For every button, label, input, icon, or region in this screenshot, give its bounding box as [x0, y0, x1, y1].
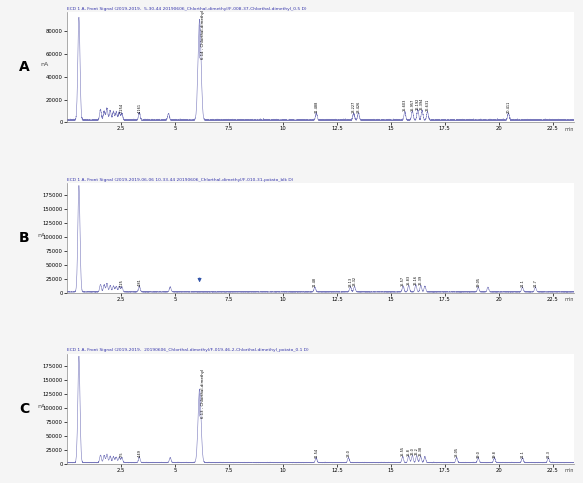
- Text: 22.3: 22.3: [546, 450, 550, 457]
- Text: min: min: [565, 298, 574, 302]
- Text: 11.54: 11.54: [314, 447, 318, 457]
- Text: 13.32: 13.32: [353, 276, 357, 286]
- Text: 19.05: 19.05: [476, 277, 480, 287]
- Text: 13.0: 13.0: [346, 449, 350, 457]
- Text: 15.55: 15.55: [401, 446, 405, 456]
- Text: 4.81: 4.81: [138, 278, 141, 286]
- Text: min: min: [565, 468, 574, 473]
- Text: 15.8: 15.8: [407, 448, 410, 455]
- Text: 13.13: 13.13: [349, 276, 353, 286]
- Text: 19.0: 19.0: [476, 450, 480, 457]
- Text: ECD 1 A, Front Signal (2019-2019-06-06 10-33-44 20190606_Chlorthal-dimethyl/F-01: ECD 1 A, Front Signal (2019-2019-06-06 1…: [67, 178, 293, 182]
- Text: 16.38: 16.38: [419, 446, 423, 456]
- Text: 16.394: 16.394: [420, 98, 424, 110]
- Text: 7.254: 7.254: [120, 103, 124, 113]
- Text: 18.05: 18.05: [455, 447, 459, 457]
- Text: 15.57: 15.57: [401, 276, 405, 285]
- Text: 15.957: 15.957: [410, 99, 415, 111]
- Text: 13.227: 13.227: [352, 101, 356, 113]
- Text: 16.631: 16.631: [426, 99, 430, 112]
- Text: 11.488: 11.488: [314, 101, 318, 113]
- Text: 4.49: 4.49: [138, 449, 141, 457]
- Text: 16.16: 16.16: [414, 274, 418, 284]
- Text: 16.0: 16.0: [410, 447, 415, 455]
- Text: ECD 1 A, Front Signal (2019-2019-  20190606_Chlorthal-dimethyl/F-019-46-2-Chlort: ECD 1 A, Front Signal (2019-2019- 201906…: [67, 348, 308, 353]
- Text: 21.7: 21.7: [533, 279, 538, 287]
- Text: 16.2: 16.2: [415, 447, 419, 455]
- Text: 6.14 - Chlorthal-dimethyl: 6.14 - Chlorthal-dimethyl: [201, 10, 205, 59]
- Y-axis label: nA: nA: [37, 404, 45, 409]
- Text: A: A: [19, 60, 29, 74]
- Text: ECD 1 A, Front Signal (2019-2019-  5-30-44 20190606_Chlorthal-dimethyl/F-008-37-: ECD 1 A, Front Signal (2019-2019- 5-30-4…: [67, 7, 307, 11]
- Text: 6.13 - Chlorthal-dimethyl: 6.13 - Chlorthal-dimethyl: [201, 369, 205, 418]
- Text: 21.1: 21.1: [521, 450, 525, 457]
- Text: C: C: [19, 401, 29, 415]
- Text: 7.5: 7.5: [120, 452, 124, 457]
- Text: 19.8: 19.8: [493, 450, 496, 457]
- Text: 16.39: 16.39: [419, 275, 423, 285]
- Text: 15.603: 15.603: [403, 99, 407, 112]
- Text: 21.1: 21.1: [521, 279, 525, 287]
- Text: min: min: [565, 127, 574, 132]
- Text: 16.192: 16.192: [416, 98, 420, 110]
- Text: B: B: [19, 231, 29, 245]
- Text: 11.48: 11.48: [313, 277, 317, 287]
- Text: 4.161: 4.161: [138, 102, 141, 113]
- Text: 7.25: 7.25: [120, 279, 124, 286]
- Y-axis label: nA: nA: [37, 233, 45, 238]
- Text: 15.83: 15.83: [407, 275, 410, 285]
- Text: 20.411: 20.411: [507, 101, 511, 113]
- Text: 13.426: 13.426: [356, 100, 360, 113]
- Y-axis label: nA: nA: [40, 62, 49, 67]
